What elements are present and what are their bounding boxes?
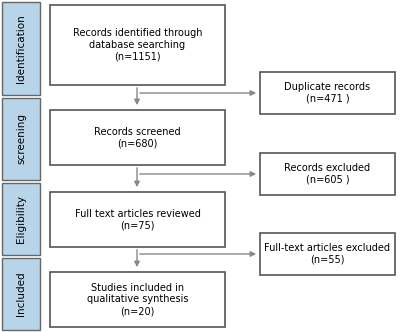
- Text: Records screened
(n=680): Records screened (n=680): [94, 127, 181, 148]
- Text: Records identified through
database searching
(n=1151): Records identified through database sear…: [73, 29, 202, 62]
- Bar: [2, 98, 40, 180]
- Bar: [260, 233, 395, 275]
- Bar: [2, 258, 40, 330]
- Bar: [2, 183, 40, 255]
- Bar: [50, 192, 225, 247]
- Text: screening: screening: [16, 114, 26, 164]
- Text: Included: Included: [16, 272, 26, 316]
- Text: Duplicate records
(n=471 ): Duplicate records (n=471 ): [284, 82, 370, 104]
- Text: Eligibility: Eligibility: [16, 195, 26, 243]
- Text: Records excluded
(n=605 ): Records excluded (n=605 ): [284, 163, 370, 185]
- Bar: [260, 153, 395, 195]
- Text: Full text articles reviewed
(n=75): Full text articles reviewed (n=75): [74, 209, 200, 230]
- Text: Full-text articles excluded
(n=55): Full-text articles excluded (n=55): [264, 243, 390, 265]
- Bar: [260, 72, 395, 114]
- Bar: [50, 110, 225, 165]
- Text: Studies included in
qualitative synthesis
(n=20): Studies included in qualitative synthesi…: [87, 283, 188, 316]
- Bar: [50, 5, 225, 85]
- Bar: [2, 2, 40, 95]
- Bar: [50, 272, 225, 327]
- Text: Identification: Identification: [16, 14, 26, 83]
